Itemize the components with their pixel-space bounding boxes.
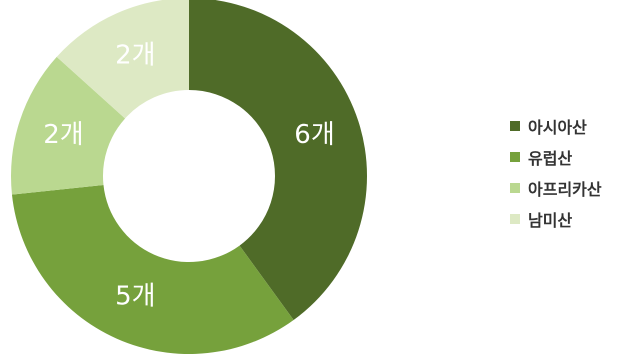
donut-slice-3 [10, 56, 126, 195]
legend-label-4: 남미산 [528, 211, 573, 230]
legend-item-4: 남미산 [510, 209, 602, 230]
legend-swatch-1 [510, 121, 520, 131]
donut-slice-label-3: 2개 [43, 120, 83, 150]
donut-slice-4 [56, 0, 189, 119]
donut-slice-label-4: 2개 [115, 40, 155, 70]
legend-label-2: 유럽산 [528, 149, 573, 168]
legend-label-3: 아프리카산 [528, 180, 602, 199]
donut-slice-label-1: 6개 [294, 120, 334, 150]
legend-swatch-4 [510, 214, 520, 224]
legend-item-1: 아시아산 [510, 116, 602, 137]
legend-label-1: 아시아산 [528, 118, 587, 137]
donut-slice-1 [189, 0, 367, 321]
legend-item-3: 아프리카산 [510, 178, 602, 199]
legend-item-2: 유럽산 [510, 147, 602, 168]
legend-swatch-3 [510, 183, 520, 193]
legend-swatch-2 [510, 152, 520, 162]
donut-slices [10, 0, 367, 354]
donut-slice-2 [11, 184, 294, 354]
donut-slice-labels: 6개 5개 2개 2개 [43, 40, 335, 311]
donut-slice-label-2: 5개 [115, 282, 155, 312]
